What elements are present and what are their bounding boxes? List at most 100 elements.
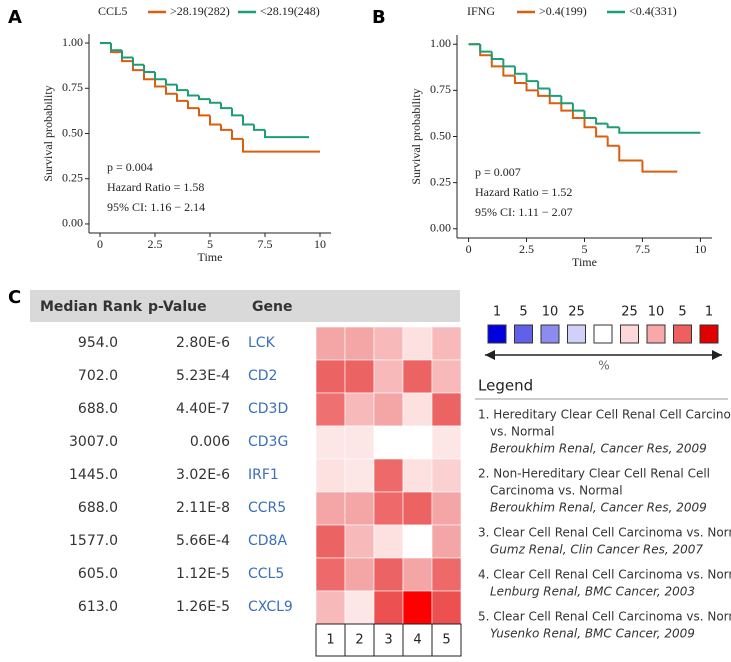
column-label: 4 (413, 633, 421, 648)
heat-cell (344, 425, 375, 460)
x-tick-label: 7.5 (258, 237, 273, 251)
km-step (143, 64, 155, 73)
key-box (673, 324, 692, 344)
km-step (537, 90, 550, 97)
heat-cell (373, 524, 404, 559)
heat-cell (344, 359, 375, 394)
median-rank: 1445.0 (69, 467, 118, 483)
heat-cell (315, 359, 346, 394)
key-box (567, 324, 586, 344)
legend-citation: Lenburg Renal, BMC Cancer, 2003 (490, 585, 695, 599)
y-tick-label: 0.25 (62, 170, 83, 184)
heat-cell (315, 557, 346, 592)
legend-label: >28.19(282) (170, 4, 230, 18)
heat-cell (315, 491, 346, 526)
km-step (583, 110, 597, 120)
legend-citation: Beroukhim Renal, Cancer Res, 2009 (490, 442, 707, 456)
km-step (132, 57, 144, 66)
key-label: 1 (493, 305, 501, 320)
annotation: p = 0.007 (475, 165, 521, 179)
legend-title: IFNG (467, 4, 495, 18)
km-step (209, 115, 221, 126)
heat-cell (402, 425, 433, 460)
column-label: 3 (384, 633, 392, 648)
legend-item: 4. Clear Cell Renal Cell Carcinoma vs. N… (478, 568, 731, 582)
km-step (187, 100, 199, 110)
km-step (231, 108, 243, 117)
gene: CCR5 (248, 500, 286, 516)
heat-cell (431, 524, 462, 559)
median-rank: 1577.0 (69, 533, 118, 549)
km-step (209, 99, 221, 104)
legend-item: 3. Clear Cell Renal Cell Carcinoma vs. N… (478, 526, 731, 540)
y-tick-label: 0.75 (430, 82, 451, 96)
gene: CD3G (248, 434, 288, 450)
km-step (606, 136, 620, 147)
heat-cell (402, 458, 433, 493)
legend-title: Legend (478, 377, 533, 395)
annotation: Hazard Ratio = 1.58 (107, 180, 204, 194)
column-box (315, 623, 346, 657)
legend-item: 1. Hereditary Clear Cell Renal Cell Carc… (478, 408, 731, 422)
annotation: p = 0.004 (107, 160, 153, 174)
median-rank: 954.0 (78, 335, 118, 351)
km-step (618, 127, 701, 134)
heat-cell (344, 590, 375, 625)
km-step (264, 129, 309, 139)
legend-item: 5. Clear Cell Renal Cell Carcinoma vs. N… (478, 610, 731, 624)
x-tick-label: 10 (314, 237, 326, 251)
heat-cell (373, 392, 404, 427)
heat-cell (344, 524, 375, 559)
key-box (540, 324, 560, 344)
km-step (490, 55, 504, 68)
x-axis-label: Time (572, 255, 597, 269)
key-label: 5 (678, 305, 686, 320)
column-label: 2 (355, 633, 363, 648)
y-tick-label: 0.25 (430, 174, 451, 188)
heat-cell (373, 458, 404, 493)
median-rank: 3007.0 (69, 434, 118, 450)
km-step (513, 66, 527, 75)
key-label: 25 (621, 305, 638, 320)
km-step (231, 129, 243, 140)
y-tick-label: 0.00 (62, 216, 83, 230)
key-label: 10 (648, 305, 665, 320)
x-tick-label: 5 (207, 237, 213, 251)
km-step (537, 81, 550, 90)
y-tick-label: 0.50 (62, 125, 83, 139)
median-rank: 702.0 (78, 368, 118, 384)
heat-cell (431, 590, 462, 625)
km-step (513, 75, 527, 84)
heat-cell (431, 359, 462, 394)
y-axis-label: Survival probability (409, 88, 423, 184)
column-label: 1 (326, 633, 334, 648)
key-label: 1 (705, 305, 713, 320)
gene: IRF1 (248, 467, 279, 483)
km-step (479, 44, 492, 53)
legend-citation: Gumz Renal, Clin Cancer Res, 2007 (490, 543, 703, 557)
median-rank: 688.0 (78, 401, 118, 417)
x-tick-label: 0 (466, 242, 472, 256)
annotation: Hazard Ratio = 1.52 (475, 185, 572, 199)
heat-cell (315, 590, 346, 625)
median-rank: 688.0 (78, 500, 118, 516)
km-step (502, 66, 515, 77)
legend-label: <0.4(331) (629, 4, 677, 18)
heat-cell (315, 524, 346, 559)
gene: CXCL9 (248, 599, 293, 615)
heat-cell (344, 392, 375, 427)
km-step (525, 82, 539, 92)
heat-cell (402, 590, 433, 625)
y-tick-label: 1.00 (430, 36, 451, 50)
km-step (165, 79, 177, 86)
gene: LCK (248, 335, 276, 351)
legend-item: vs. Normal (490, 425, 554, 439)
header: Median Rank (40, 299, 143, 315)
legend-citation: Yusenko Renal, BMC Cancer, 2009 (490, 627, 695, 641)
heat-cell (431, 491, 462, 526)
column-label: 5 (442, 633, 450, 648)
heat-cell (373, 557, 404, 592)
x-tick-label: 0 (97, 237, 103, 251)
km-step (548, 95, 562, 105)
